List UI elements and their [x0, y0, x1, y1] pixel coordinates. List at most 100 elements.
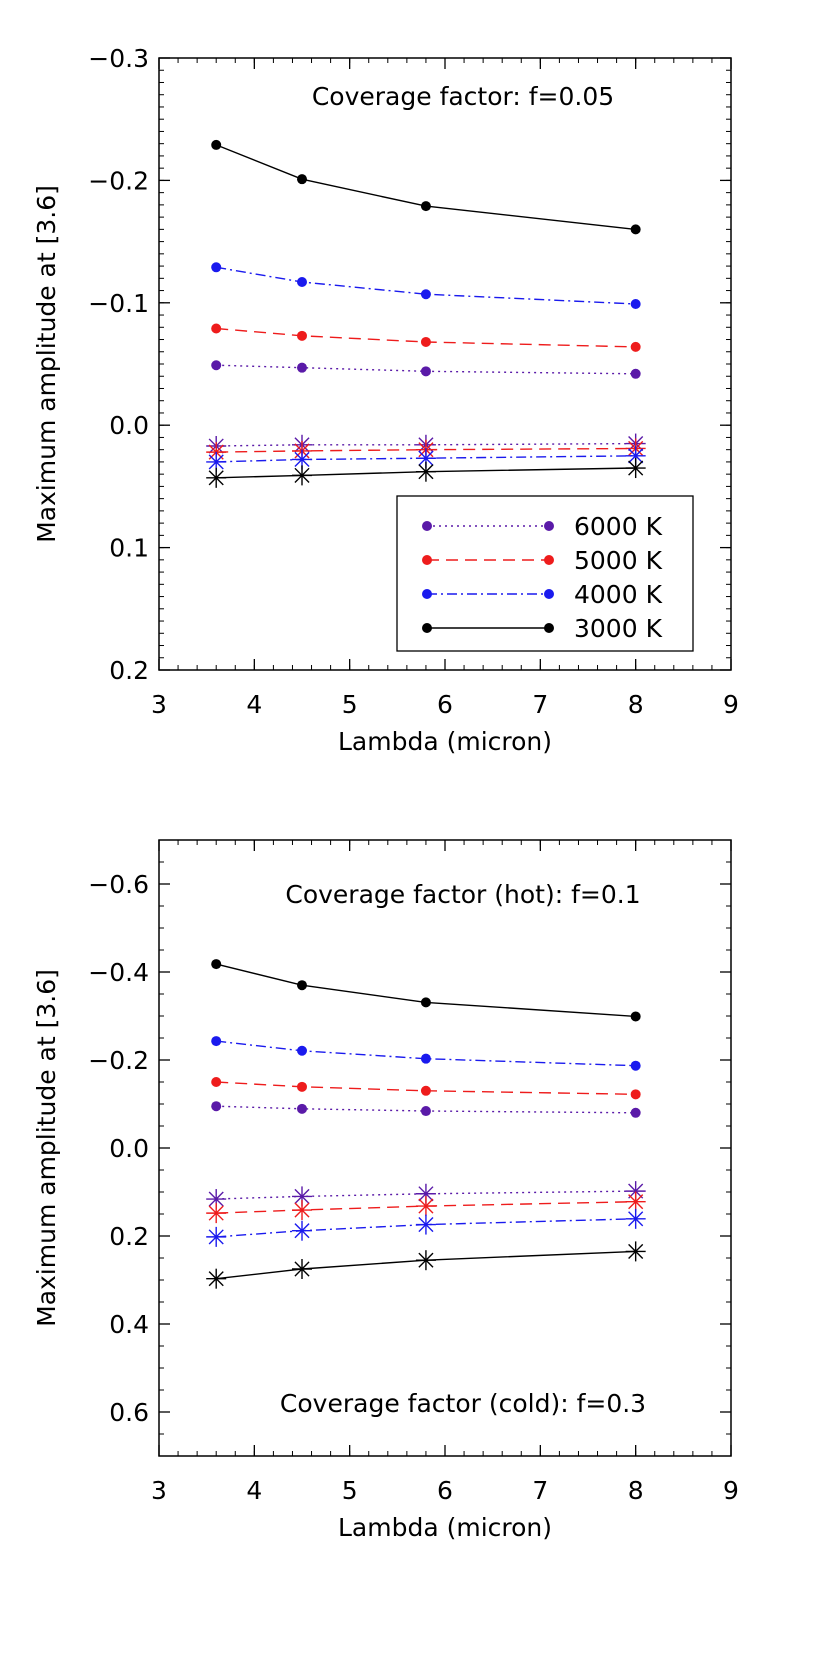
asterisk-stroke [628, 1211, 644, 1227]
asterisk-stroke [628, 1183, 644, 1199]
data-point-dot [297, 1103, 307, 1114]
data-point-dot [211, 360, 222, 371]
y-tick-label: −0.2 [88, 1046, 149, 1075]
series-line-cold-6 [216, 1218, 636, 1238]
series-line-hot-1 [216, 327, 636, 348]
asterisk-stroke [208, 1191, 224, 1207]
asterisk-stroke [208, 470, 224, 486]
y-tick-label: 0.6 [109, 1398, 149, 1427]
y-axis-label: Maximum amplitude at [3.6] [32, 969, 61, 1327]
data-point-asterisk [206, 1203, 227, 1224]
data-point-dot [630, 368, 641, 379]
data-point-asterisk [415, 1250, 436, 1271]
data-point-dot [297, 980, 307, 991]
legend-dot [422, 521, 432, 531]
x-axis-label: Lambda (micron) [338, 727, 552, 756]
data-point-dot [297, 276, 307, 287]
data-point-asterisk [625, 1208, 646, 1229]
x-tick-label: 5 [342, 690, 358, 719]
legend-dot [422, 623, 432, 633]
data-point-dot [630, 1011, 641, 1022]
data-point-asterisk [206, 451, 227, 472]
asterisk-stroke [628, 1243, 644, 1259]
y-tick-label: −0.6 [88, 870, 149, 899]
y-tick-label: 0.0 [109, 1134, 149, 1163]
legend-dot [544, 555, 554, 565]
asterisk-stroke [294, 1188, 310, 1204]
x-tick-label: 7 [532, 1476, 548, 1505]
data-point-asterisk [415, 1196, 436, 1217]
series-line-hot-3 [215, 144, 636, 231]
x-tick-label: 5 [342, 1476, 358, 1505]
y-tick-label: −0.3 [88, 44, 149, 73]
data-point-dot [211, 139, 222, 150]
y-tick-label: 0.1 [109, 534, 149, 563]
chart-annotation: Coverage factor: f=0.05 [312, 82, 614, 111]
data-point-dot [420, 336, 431, 347]
asterisk-stroke [208, 1271, 224, 1287]
asterisk-stroke [208, 1205, 224, 1221]
x-tick-label: 9 [723, 690, 739, 719]
data-point-asterisk [625, 458, 646, 479]
data-point-asterisk [415, 461, 436, 482]
series-line-cold-7 [216, 467, 636, 479]
data-point-dot [630, 1060, 641, 1071]
y-axis-label: Maximum amplitude at [3.6] [32, 185, 61, 543]
y-tick-label: 0.4 [109, 1310, 149, 1339]
data-point-dot [211, 1101, 222, 1112]
asterisk-stroke [628, 1194, 644, 1210]
chart-annotation-cold: Coverage factor (cold): f=0.3 [280, 1389, 646, 1418]
data-point-dot [297, 1081, 307, 1092]
data-point-asterisk [292, 449, 312, 470]
data-point-dot [297, 1045, 307, 1056]
x-tick-label: 3 [151, 1476, 167, 1505]
data-point-dot [211, 1036, 222, 1047]
data-point-dot [630, 299, 641, 310]
data-point-asterisk [206, 1226, 227, 1247]
y-tick-label: −0.2 [88, 166, 149, 195]
data-point-asterisk [415, 1214, 436, 1235]
asterisk-stroke [418, 1252, 434, 1268]
y-tick-label: 0.0 [109, 411, 149, 440]
data-point-dot [420, 1053, 431, 1064]
data-point-asterisk [292, 1200, 312, 1221]
data-point-dot [297, 330, 307, 341]
data-point-asterisk [625, 1191, 646, 1212]
series-line-cold-6 [216, 455, 636, 463]
series-line-cold-4 [216, 1190, 636, 1200]
series-line-hot-2 [216, 1040, 636, 1067]
legend-label: 5000 K [574, 546, 663, 575]
asterisk-stroke [628, 448, 644, 464]
y-tick-label: 0.2 [109, 656, 149, 685]
data-point-dot [211, 959, 222, 970]
x-axis-label: Lambda (micron) [338, 1513, 552, 1542]
data-point-asterisk [292, 465, 312, 486]
y-tick-label: −0.4 [88, 958, 149, 987]
series-line-hot-0 [216, 364, 636, 375]
series-line-cold-5 [216, 1201, 636, 1214]
data-point-asterisk [625, 1241, 646, 1262]
plot-frame [158, 839, 732, 1457]
asterisk-stroke [294, 1223, 310, 1239]
y-tick-label: 0.2 [109, 1222, 149, 1251]
series-line-hot-2 [216, 266, 636, 305]
legend-dot [544, 521, 554, 531]
y-tick-label: −0.1 [88, 289, 149, 318]
data-point-dot [297, 174, 307, 185]
series-line-hot-3 [216, 963, 636, 1018]
x-tick-label: 4 [246, 690, 262, 719]
legend-label: 6000 K [574, 512, 663, 541]
data-point-dot [211, 1077, 222, 1087]
asterisk-stroke [294, 467, 310, 483]
asterisk-stroke [418, 1186, 434, 1202]
data-point-dot [420, 997, 431, 1008]
data-point-asterisk [292, 1220, 312, 1241]
legend-dot [422, 555, 432, 565]
data-point-dot [630, 341, 641, 352]
data-point-dot [630, 1107, 641, 1118]
x-tick-label: 7 [532, 690, 548, 719]
data-point-dot [211, 262, 222, 273]
asterisk-stroke [294, 1261, 310, 1277]
legend-label: 3000 K [574, 614, 663, 643]
